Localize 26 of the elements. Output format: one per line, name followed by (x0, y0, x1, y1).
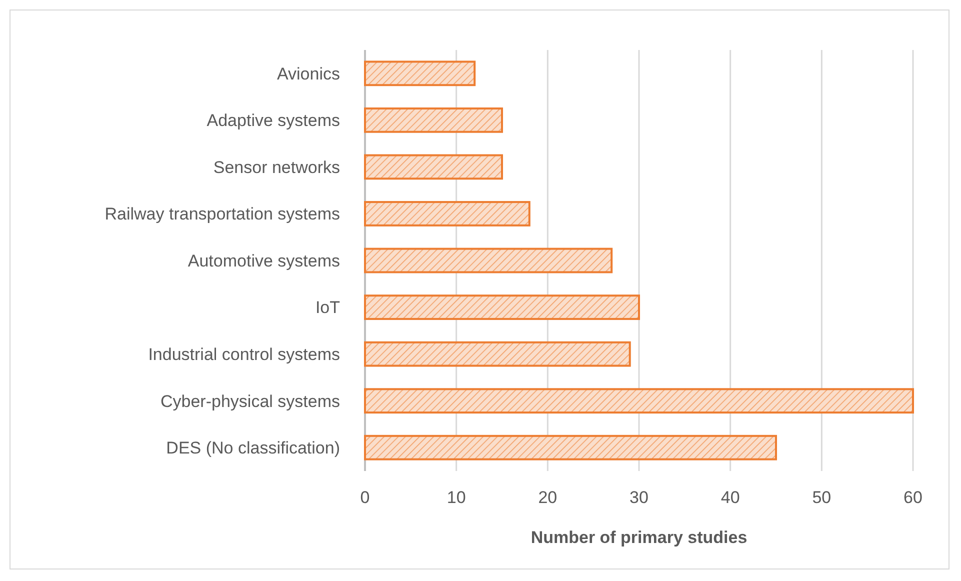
y-tick-label: DES (No classification) (166, 438, 340, 458)
bar (364, 201, 530, 226)
y-tick-label: Cyber-physical systems (160, 392, 340, 411)
bar (364, 107, 503, 133)
x-tick-label: 10 (446, 488, 466, 507)
x-tick-label: 40 (720, 488, 740, 507)
y-tick-label: Adaptive systems (206, 111, 340, 130)
bar (364, 388, 914, 414)
y-tick-label: Sensor networks (213, 158, 340, 177)
bar (364, 294, 640, 320)
y-tick-label: IoT (315, 298, 340, 318)
bar (364, 60, 476, 86)
y-tick-label: Railway transportation systems (104, 204, 340, 224)
x-tick-label: 20 (538, 488, 558, 507)
bar (364, 154, 503, 180)
x-tick-label: 60 (904, 488, 922, 507)
y-tick-label: Avionics (277, 64, 340, 84)
bar (364, 341, 631, 367)
y-tick-label: Automotive systems (188, 251, 340, 270)
x-axis-title: Number of primary studies (530, 528, 748, 547)
x-tick-label: 0 (360, 488, 370, 507)
bar (364, 434, 777, 460)
y-tick-label: Industrial control systems (148, 345, 340, 364)
x-tick-label: 30 (630, 488, 648, 507)
bar (364, 248, 613, 274)
x-tick-label: 50 (812, 488, 832, 507)
